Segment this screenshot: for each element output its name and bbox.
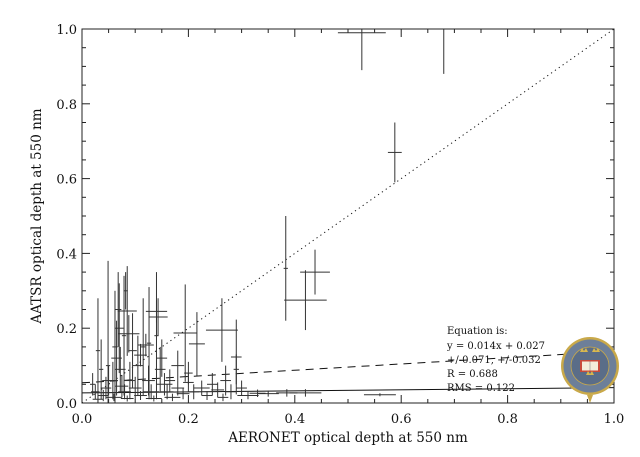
annotation-line: y = 0.014x + 0.027 — [446, 341, 545, 352]
oxford-seal-logo — [561, 337, 619, 403]
dotted-fit-line — [81, 28, 615, 404]
data-point — [105, 260, 111, 403]
x-tick-label: 0.4 — [284, 412, 305, 427]
data-point — [387, 122, 402, 183]
y-tick-label: 1.0 — [56, 23, 77, 38]
data-point — [188, 312, 205, 376]
data-point — [441, 28, 447, 74]
y-tick-label: 0.2 — [56, 322, 77, 337]
data-point — [115, 374, 129, 398]
data-point — [128, 313, 137, 389]
data-point — [300, 249, 330, 295]
data-point — [211, 382, 225, 398]
data-point — [205, 298, 238, 362]
data-point — [118, 384, 131, 400]
annotation-line: R = 0.688 — [447, 369, 498, 380]
data-point — [134, 343, 147, 367]
data-point — [145, 300, 168, 323]
data-point — [134, 391, 147, 401]
data-point — [142, 365, 155, 396]
annotation-line: Equation is: — [447, 326, 508, 337]
data-point — [99, 339, 104, 400]
data-point — [284, 270, 327, 331]
x-axis-title: AERONET optical depth at 550 nm — [227, 430, 468, 446]
y-tick-label: 0.6 — [56, 173, 77, 188]
x-tick-label: 0.8 — [497, 412, 518, 427]
data-point — [193, 380, 210, 396]
data-point — [176, 388, 190, 400]
plot-frame — [81, 28, 615, 404]
y-tick-labels: 0.0 0.2 0.4 0.6 0.8 1.0 — [56, 23, 77, 412]
data-point — [146, 287, 152, 400]
data-point — [201, 391, 213, 401]
data-point — [160, 384, 174, 400]
x-tick-label: 0.0 — [72, 412, 93, 427]
data-point — [141, 298, 146, 396]
data-point — [217, 393, 229, 402]
data-point — [173, 284, 197, 382]
data-point — [236, 380, 247, 396]
fit-annotation: Equation is: y = 0.014x + 0.027 +/-0.071… — [446, 326, 545, 394]
data-point — [118, 315, 140, 353]
data-point — [171, 350, 185, 381]
data-point — [237, 391, 259, 400]
data-point — [249, 389, 266, 398]
data-point — [89, 373, 96, 396]
data-point — [283, 216, 288, 321]
data-point — [337, 29, 386, 71]
dashed-fit-line — [81, 350, 615, 384]
data-point — [207, 373, 218, 396]
x-tick-label: 1.0 — [604, 412, 625, 427]
data-point — [188, 384, 200, 400]
x-tick-label: 0.2 — [178, 412, 199, 427]
data-point — [117, 266, 137, 356]
x-tick-label: 0.6 — [391, 412, 412, 427]
x-tick-labels: 0.0 0.2 0.4 0.6 0.8 1.0 — [72, 412, 625, 427]
data-point — [233, 354, 239, 385]
data-point — [225, 384, 237, 400]
data-point — [143, 384, 160, 400]
data-points — [89, 28, 447, 403]
annotation-line: RMS = 0.122 — [447, 383, 515, 394]
y-tick-label: 0.8 — [56, 98, 77, 113]
y-tick-label: 0.0 — [56, 397, 77, 412]
data-point — [183, 373, 194, 392]
annotation-line: +/-0.071, +/-0.032 — [447, 355, 541, 366]
y-axis-title: AATSR optical depth at 550 nm — [29, 108, 45, 324]
data-point — [132, 335, 144, 396]
data-point — [164, 393, 181, 402]
y-tick-label: 0.4 — [56, 247, 77, 262]
data-point — [95, 298, 101, 403]
data-point — [120, 395, 134, 402]
data-point — [145, 395, 162, 402]
data-point — [363, 393, 396, 397]
data-point — [164, 369, 176, 392]
data-point — [124, 361, 136, 400]
data-point — [123, 272, 128, 310]
data-point — [121, 275, 127, 396]
data-point — [156, 339, 168, 377]
data-point — [102, 365, 115, 396]
data-point — [114, 272, 122, 347]
data-point — [92, 396, 104, 403]
data-point — [171, 380, 185, 396]
data-point — [220, 365, 231, 396]
data-point — [289, 389, 322, 397]
data-point — [114, 346, 126, 392]
data-point — [148, 298, 168, 336]
data-point — [105, 393, 122, 402]
